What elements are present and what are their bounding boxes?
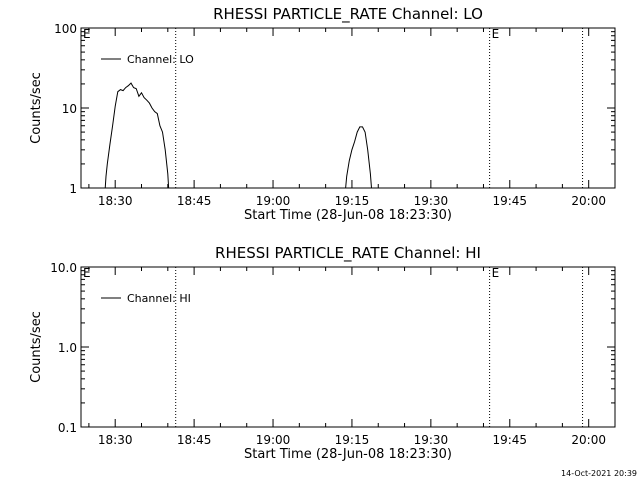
x-tick-label: 18:30 [98, 194, 133, 208]
x-axis-label: Start Time (28-Jun-08 18:23:30) [244, 447, 452, 462]
x-tick-label: 18:30 [98, 433, 133, 447]
x-tick-label: 19:00 [256, 433, 291, 447]
series-line [104, 82, 170, 188]
legend-label: Channel: LO [127, 53, 194, 66]
x-tick-label: 18:45 [177, 194, 212, 208]
footer-timestamp: 14-Oct-2021 20:39 [561, 469, 637, 478]
x-tick-label: 19:30 [414, 433, 449, 447]
annotation-label: E [492, 27, 500, 41]
x-tick-label: 19:45 [492, 433, 527, 447]
legend-label: Channel: HI [127, 292, 191, 305]
annotation-label: E [492, 266, 500, 280]
y-tick-label: 100 [54, 22, 77, 36]
y-axis-label: Counts/sec [29, 311, 44, 383]
chart-title: RHESSI PARTICLE_RATE Channel: HI [215, 244, 481, 263]
series-line [345, 126, 372, 188]
x-tick-label: 19:15 [335, 433, 370, 447]
annotation-label: E [83, 27, 91, 41]
plot-frame [80, 27, 616, 189]
y-tick-label: 1 [69, 182, 77, 196]
x-axis-label: Start Time (28-Jun-08 18:23:30) [244, 208, 452, 223]
x-tick-label: 19:15 [335, 194, 370, 208]
x-tick-label: 19:30 [414, 194, 449, 208]
x-tick-label: 19:45 [492, 194, 527, 208]
y-tick-label: 1.0 [58, 341, 77, 355]
annotation-label: E [83, 266, 91, 280]
x-tick-label: 19:00 [256, 194, 291, 208]
x-tick-label: 18:45 [177, 433, 212, 447]
chart-title: RHESSI PARTICLE_RATE Channel: LO [213, 5, 483, 24]
x-tick-label: 20:00 [571, 433, 606, 447]
y-axis-label: Counts/sec [29, 72, 44, 144]
y-tick-label: 10.0 [50, 261, 77, 275]
x-tick-label: 20:00 [571, 194, 606, 208]
plot-frame [80, 266, 616, 428]
y-tick-label: 0.1 [58, 421, 77, 435]
y-tick-label: 10 [62, 102, 77, 116]
